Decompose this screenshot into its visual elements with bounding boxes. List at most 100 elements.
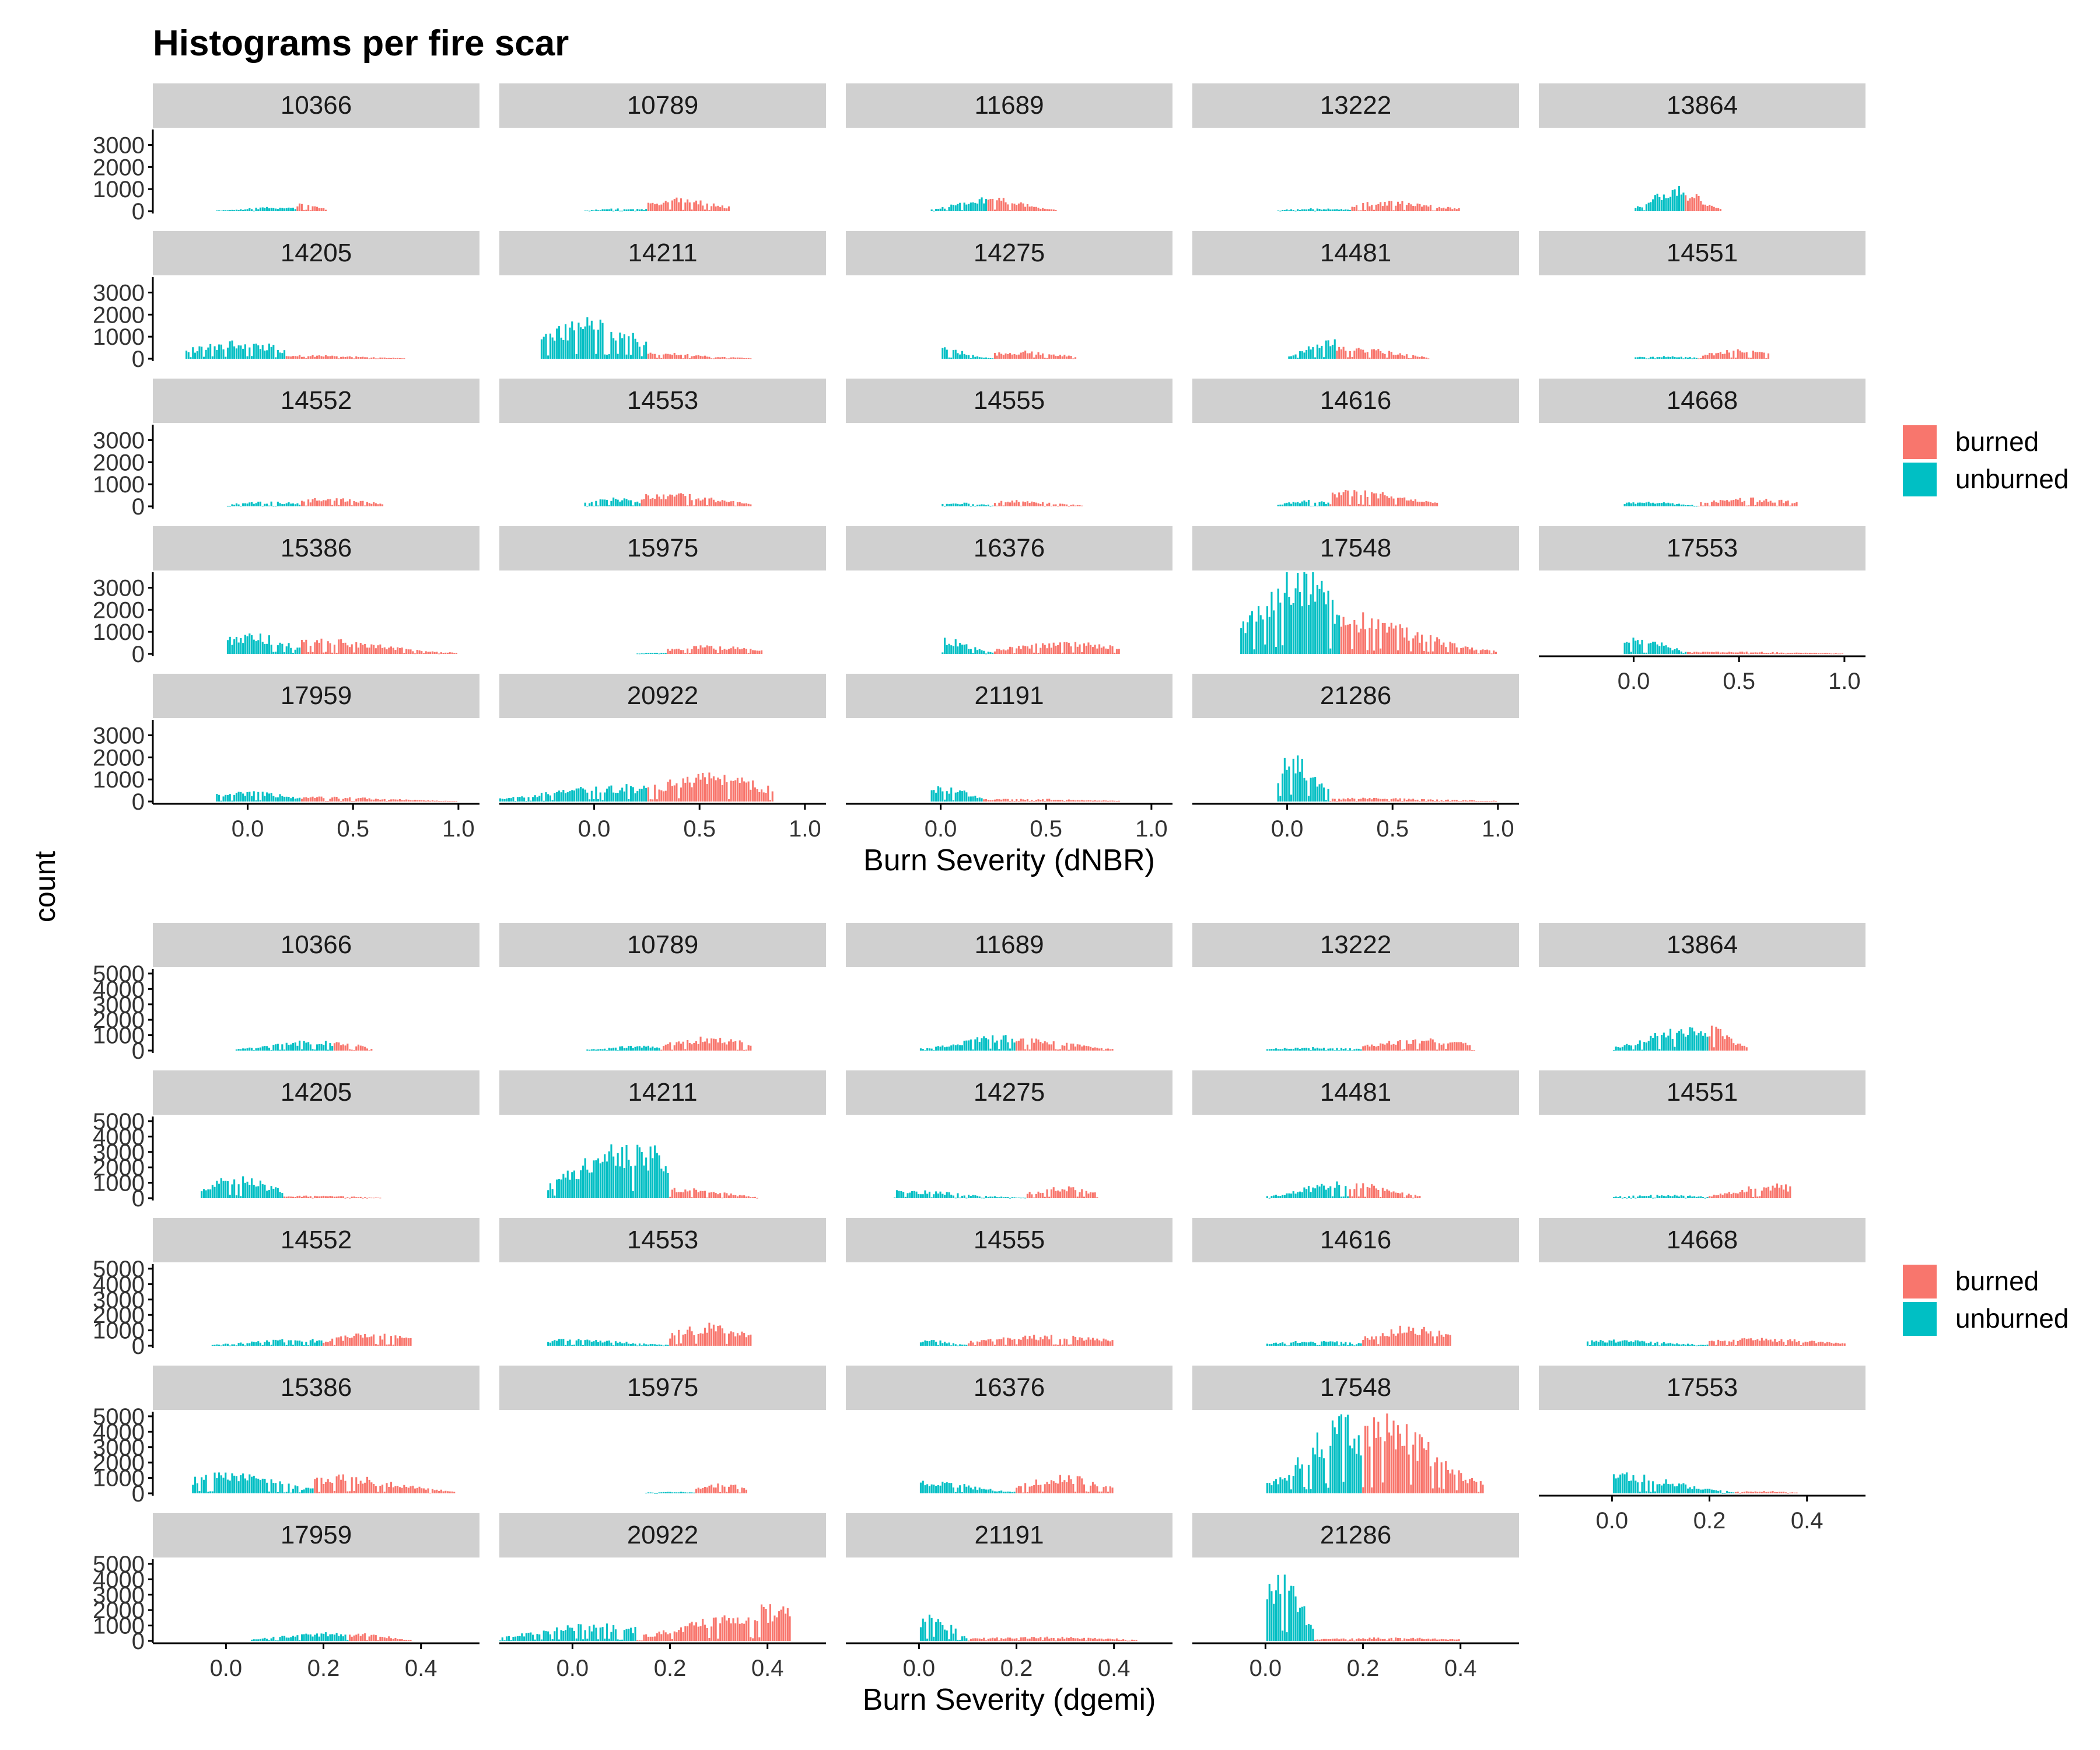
bar-unburned [595,1628,597,1641]
bar-burned [1392,1640,1395,1642]
bar-unburned [292,796,294,802]
bar-unburned [300,1049,303,1051]
bar-burned [1035,800,1037,802]
bar-burned [1686,652,1689,654]
bar-burned [745,1489,747,1493]
bar-unburned [268,1342,270,1346]
bar-unburned [1645,652,1647,654]
bar-burned [1037,1191,1040,1198]
bar-unburned [989,1048,992,1051]
bar-burned [752,780,754,802]
bar-burned [1024,502,1027,506]
bar-burned [1447,1334,1449,1346]
bar-burned [342,356,344,359]
bar-burned [357,798,359,802]
bar-burned [1768,653,1770,654]
bar-unburned [1303,1342,1306,1346]
bar-unburned [229,341,231,359]
bar-unburned [1728,1492,1730,1493]
bar-burned [1440,1462,1443,1493]
bar-unburned [948,643,950,654]
bar-burned [1091,800,1094,802]
bar-burned [309,646,312,654]
bar-burned [1741,352,1744,359]
bar-burned [732,1195,734,1198]
bar-unburned [276,1640,279,1642]
bar-unburned [1667,1484,1670,1493]
bar-unburned [261,1184,264,1198]
bar-burned [1405,800,1408,802]
bar-unburned [1654,1342,1656,1346]
bar-burned [1704,502,1706,506]
bar-unburned [959,1045,961,1051]
bar-unburned [573,790,575,802]
bar-unburned [284,503,286,506]
bar-burned [1050,209,1052,211]
bar-unburned [1273,1343,1275,1346]
bar-unburned [1674,1486,1676,1493]
bar-unburned [930,790,933,802]
bar-unburned [299,1640,301,1641]
bar-burned [706,1038,708,1051]
bar-burned [1100,1048,1102,1051]
bar-unburned [983,358,985,359]
bar-burned [1783,1492,1785,1493]
bar-unburned [1643,1196,1646,1198]
bar-unburned [1266,606,1268,654]
bar-burned [1732,1043,1735,1051]
bar-burned [1366,799,1368,802]
bar-burned [307,499,310,506]
bar-burned [667,782,669,802]
bar-burned [682,650,684,654]
bar-unburned [276,1340,279,1346]
bar-burned [1451,643,1454,654]
bar-unburned [595,1340,597,1346]
facet-strip-label: 14275 [974,239,1045,267]
bar-burned [1475,649,1478,654]
bar-burned [1743,1338,1745,1346]
bar-burned [688,782,691,802]
bar-unburned [1689,1195,1691,1198]
bar-burned [1478,653,1480,654]
bar-burned [1009,801,1012,802]
bar-unburned [978,357,981,359]
y-tick-label: 2000 [93,1450,145,1476]
bar-burned [699,1626,702,1641]
bar-unburned [565,1345,567,1346]
bar-unburned [1678,357,1680,359]
bar-burned [1408,358,1410,359]
bar-unburned [1297,573,1299,654]
bar-unburned [981,650,983,654]
bar-burned [684,653,687,654]
histogram-bars [584,197,730,212]
bar-unburned [942,652,944,654]
bar-unburned [261,1638,264,1641]
bar-unburned [1283,758,1286,802]
bar-unburned [276,645,279,654]
bar-unburned [225,1343,227,1346]
x-tick-label: 0.2 [1693,1508,1726,1534]
bar-unburned [235,1049,237,1051]
bar-unburned [281,208,284,211]
bar-unburned [1316,1185,1318,1198]
bar-unburned [242,643,244,654]
bar-unburned [296,1045,299,1051]
bar-burned [671,786,673,802]
bar-unburned [1292,1342,1294,1346]
bar-unburned [1007,1491,1009,1493]
bar-burned [1037,503,1040,506]
bar-burned [743,503,746,506]
bar-unburned [510,798,512,802]
bar-burned [1401,201,1404,211]
bar-unburned [1331,209,1334,211]
bar-unburned [569,1628,571,1641]
bar-burned [1026,1492,1028,1493]
bar-unburned [1661,642,1663,654]
bar-burned [1721,1341,1724,1346]
bar-unburned [1685,357,1687,359]
bar-burned [1493,800,1495,802]
bar-burned [1094,645,1096,654]
bar-unburned [1275,1479,1277,1493]
bar-burned [1404,798,1406,802]
